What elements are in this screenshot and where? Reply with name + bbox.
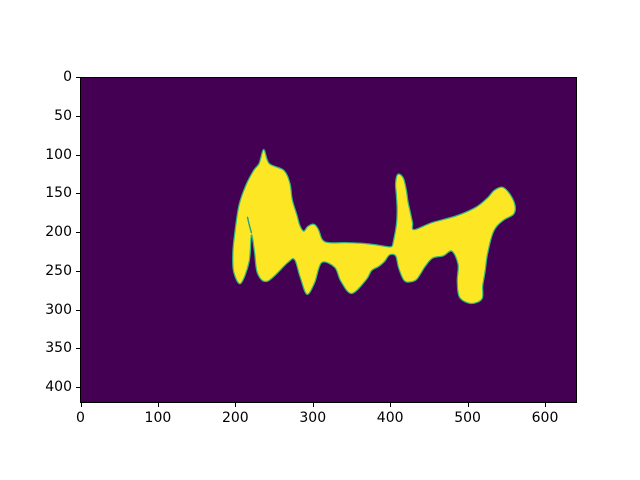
x-axis-tick [312, 403, 314, 407]
x-axis-tick [390, 403, 392, 407]
y-axis-tick [76, 154, 80, 156]
y-axis-tick [76, 309, 80, 311]
x-axis-tick [545, 403, 546, 407]
y-axis-tick-label: 300 [45, 301, 72, 318]
x-axis-tick-label: 300 [299, 410, 327, 426]
x-axis-tick-label: 500 [454, 410, 481, 426]
mask-path [232, 148, 516, 305]
y-axis-tick [76, 270, 80, 272]
plot-area [80, 77, 577, 403]
y-axis-tick-label: 0 [63, 69, 72, 86]
y-axis-tick-label: 150 [45, 185, 72, 202]
x-axis-tick-label: 400 [376, 410, 404, 426]
y-axis-tick-label: 100 [45, 146, 72, 163]
y-axis-tick [76, 386, 80, 388]
y-axis-tick [76, 348, 80, 350]
y-axis-tick-label: 50 [54, 108, 72, 124]
y-axis-tick-label: 400 [45, 378, 72, 395]
x-axis-tick [235, 403, 237, 407]
y-axis-tick-label: 350 [45, 340, 72, 357]
x-axis-tick [467, 403, 469, 407]
x-axis-tick-label: 0 [76, 410, 85, 426]
mask-image [232, 148, 516, 305]
y-axis-tick-label: 250 [45, 262, 72, 279]
x-axis-tick-label: 600 [531, 410, 559, 426]
x-axis-tick [157, 403, 159, 407]
y-axis-tick [76, 77, 80, 79]
y-axis-tick [76, 116, 80, 117]
y-axis-tick [76, 193, 80, 195]
y-axis-tick [76, 232, 80, 234]
mask-seam-line [246, 216, 253, 234]
y-axis-tick-label: 200 [45, 224, 72, 241]
x-axis-tick-label: 200 [221, 410, 249, 426]
x-axis-tick-label: 100 [144, 410, 172, 426]
x-axis-tick [80, 403, 82, 407]
